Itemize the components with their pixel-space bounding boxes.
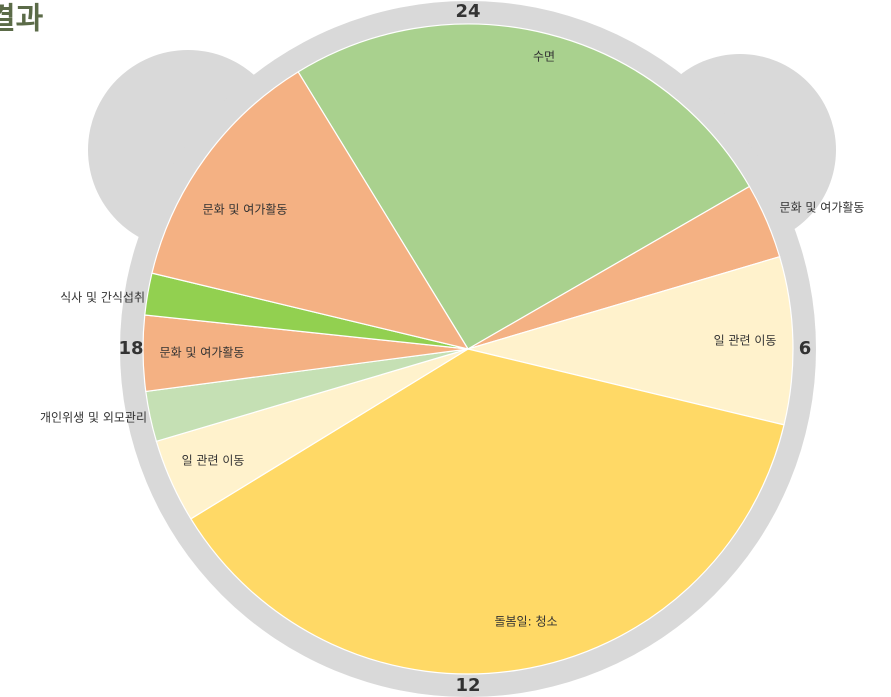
hour-label: 12 bbox=[455, 675, 480, 696]
slice-label: 식사 및 간식섭취 bbox=[60, 291, 145, 305]
slice-label: 수면 bbox=[533, 50, 555, 64]
page-title: 결과 bbox=[0, 2, 44, 37]
slice-label: 일 관련 이동 bbox=[714, 334, 777, 348]
pie-slice bbox=[465, 255, 794, 426]
pie-slice bbox=[151, 71, 470, 350]
slice-label: 문화 및 여가활동 bbox=[780, 201, 865, 215]
slice-label: 돌봄일: 청소 bbox=[494, 615, 557, 629]
hour-label: 24 bbox=[455, 1, 480, 22]
pie-slice bbox=[297, 23, 751, 350]
slice-label: 개인위생 및 외모관리 bbox=[40, 411, 147, 425]
hour-label: 6 bbox=[799, 338, 812, 359]
hour-label: 18 bbox=[118, 338, 143, 359]
slice-label: 문화 및 여가활동 bbox=[160, 346, 245, 360]
pie-slice bbox=[190, 348, 785, 675]
slice-label: 일 관련 이동 bbox=[182, 454, 245, 468]
slice-label: 문화 및 여가활동 bbox=[203, 203, 288, 217]
